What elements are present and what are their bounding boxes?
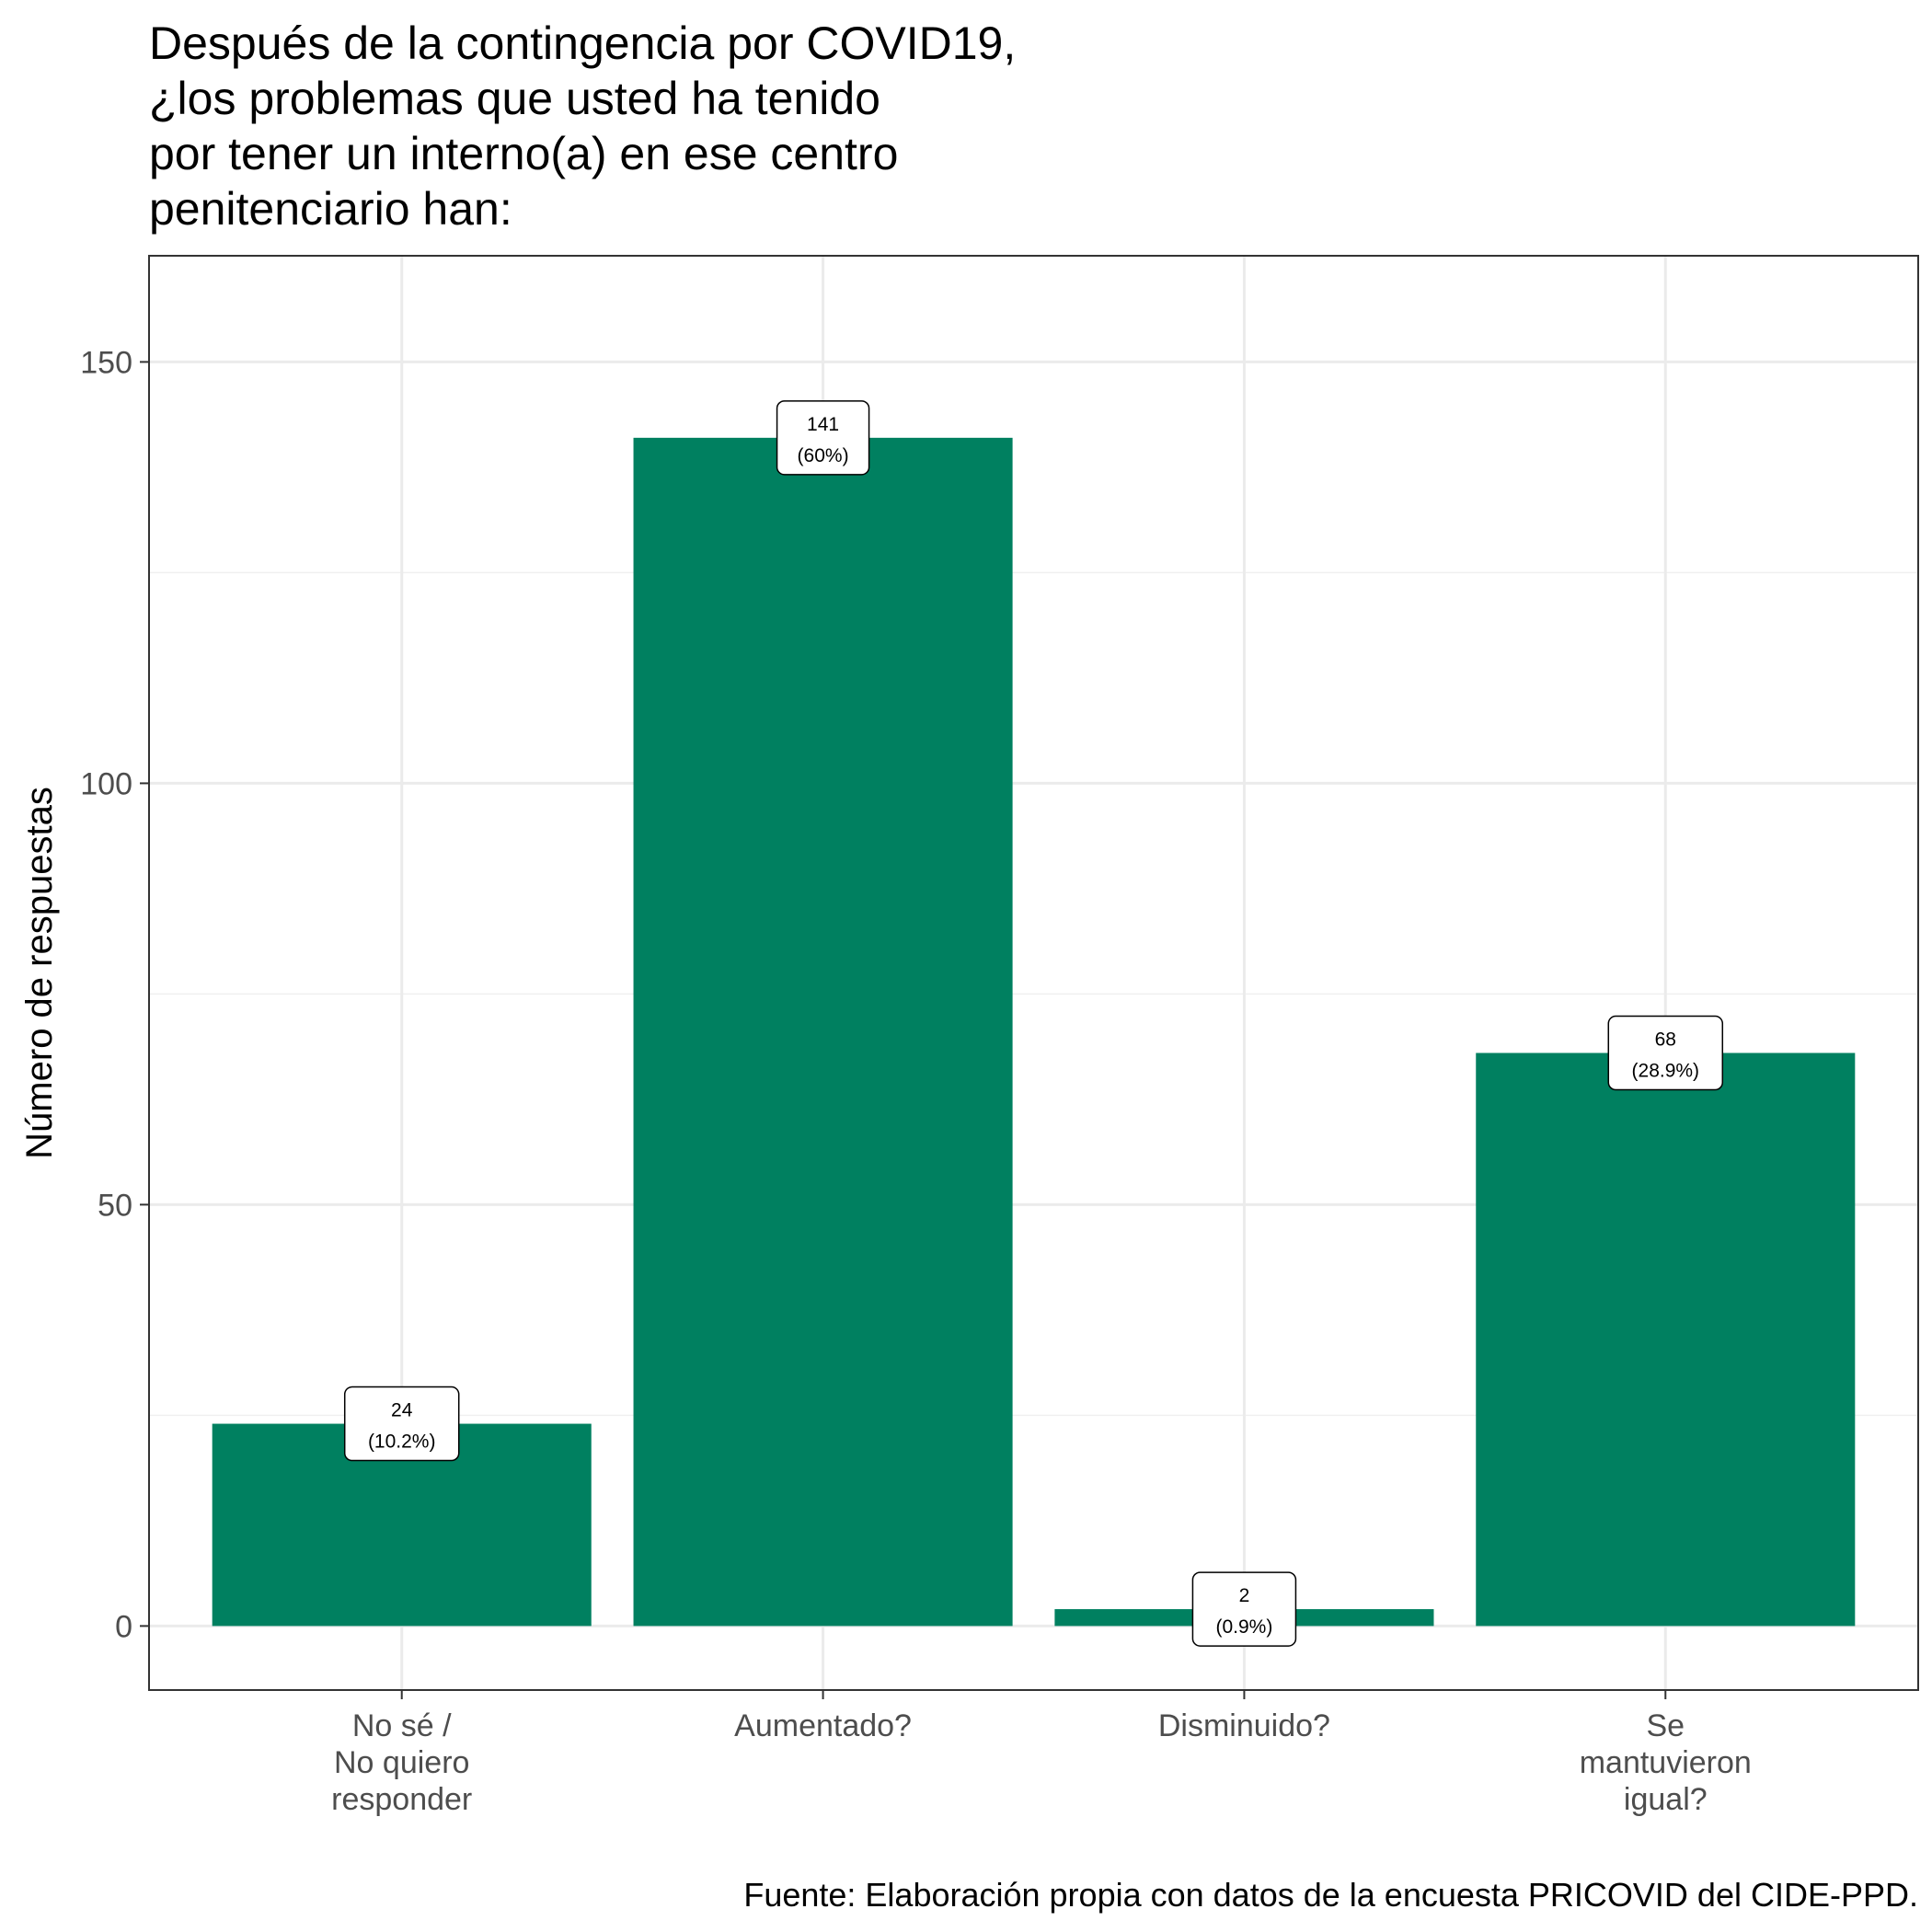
chart-title-line: penitenciario han: — [149, 183, 512, 235]
chart-title: Después de la contingencia por COVID19,¿… — [149, 17, 1016, 235]
y-tick-label: 50 — [98, 1188, 132, 1223]
data-label-text: 68 — [1655, 1029, 1676, 1051]
data-label-text: (28.9%) — [1632, 1061, 1700, 1082]
data-labels: 24 (10.2%) 141 (60%) 2 (0.9%) 68 (28.9%) — [343, 400, 1724, 1647]
data-label-text: (60%) — [798, 445, 849, 466]
x-tick-label: igual? — [1624, 1782, 1708, 1817]
x-tick-label: No sé / — [352, 1708, 452, 1743]
data-label-text: 2 — [1239, 1585, 1250, 1606]
data-label-text: (0.9%) — [1215, 1616, 1272, 1638]
data-label-box — [776, 400, 870, 476]
bar — [1476, 1052, 1856, 1627]
data-label: 2 (0.9%) — [1191, 1571, 1297, 1647]
plot-border — [148, 255, 1919, 1691]
y-axis: 0 50 100 150 — [80, 345, 149, 1644]
x-tick-label: mantuvieron — [1580, 1745, 1752, 1780]
data-label-text: 141 — [807, 414, 839, 435]
x-tick-label: Aumentado? — [734, 1708, 912, 1743]
data-label-text: 24 — [391, 1400, 413, 1421]
chart-title-line: ¿los problemas que usted ha tenido — [149, 73, 880, 124]
bars — [212, 437, 1856, 1627]
x-tick-label: Se — [1646, 1708, 1685, 1743]
y-tick-label: 100 — [80, 766, 132, 801]
data-label: 68 (28.9%) — [1607, 1015, 1724, 1091]
x-tick-label: No quiero — [334, 1745, 469, 1780]
chart-title-line: Después de la contingencia por COVID19, — [149, 17, 1016, 69]
data-label-box — [1191, 1571, 1297, 1647]
chart-caption: Fuente: Elaboración propia con datos de … — [743, 1876, 1918, 1914]
data-label-box — [1607, 1015, 1724, 1091]
bar — [633, 437, 1013, 1627]
chart-title-line: por tener un interno(a) en ese centro — [149, 128, 898, 179]
data-label: 141 (60%) — [776, 400, 870, 476]
y-tick-label: 0 — [115, 1609, 132, 1644]
data-label: 24 (10.2%) — [343, 1386, 460, 1462]
data-label-box — [343, 1386, 460, 1462]
y-axis-title: Número de respuestas — [19, 787, 60, 1159]
x-tick-label: Disminuido? — [1158, 1708, 1330, 1743]
y-tick-label: 150 — [80, 345, 132, 380]
data-label-text: (10.2%) — [368, 1432, 436, 1453]
x-tick-label: responder — [331, 1782, 472, 1817]
